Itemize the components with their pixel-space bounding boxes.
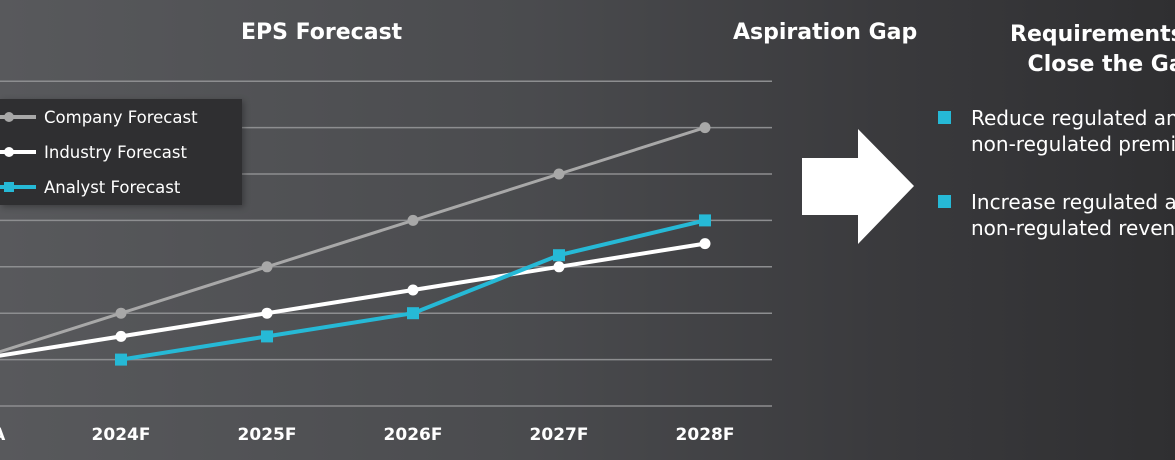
chart-title: EPS Forecast [241, 20, 403, 45]
requirements-title: Requirements to Close the Gap [1010, 20, 1175, 80]
x-tick-label: 2026F [384, 425, 443, 445]
legend-label: Company Forecast [44, 107, 198, 127]
requirement-bullet: Increase regulated and non-regulated rev… [938, 189, 1175, 241]
legend-label: Industry Forecast [44, 142, 187, 162]
data-point [115, 307, 127, 319]
requirements-title-line2: Close the Gap [1027, 52, 1175, 77]
x-tick-label: 2025F [238, 425, 297, 445]
legend-swatch-industry [0, 147, 36, 157]
data-point [407, 284, 419, 296]
data-point [699, 214, 711, 227]
data-point [115, 330, 127, 342]
eps-chart: 2023A 2024F 2025F 2026F 2027F 2028F [0, 80, 772, 445]
bullet-square-icon [938, 195, 951, 208]
series-line-1 [0, 241, 706, 358]
aspiration-gap-title: Aspiration Gap [733, 20, 918, 45]
legend-item-analyst: Analyst Forecast [0, 172, 180, 202]
data-point [407, 214, 419, 226]
bullet-line: non-regulated revenue [971, 216, 1175, 240]
requirements-title-line1: Requirements to [1010, 22, 1175, 47]
x-tick-label: 2023A [0, 425, 6, 445]
data-point [553, 168, 565, 180]
legend-item-industry: Industry Forecast [0, 137, 187, 167]
x-tick-label: 2024F [92, 425, 151, 445]
arrow-right-icon [802, 129, 914, 244]
bullet-square-icon [938, 111, 951, 124]
chart-legend: Company Forecast Industry Forecast Analy… [0, 99, 242, 205]
bullet-line: Increase regulated and [971, 190, 1175, 214]
legend-item-company: Company Forecast [0, 102, 198, 132]
data-point [115, 353, 127, 366]
data-point [261, 330, 273, 343]
data-point [553, 249, 565, 262]
data-point [261, 261, 273, 273]
data-point [407, 307, 419, 320]
bullet-line: Reduce regulated and [971, 106, 1175, 130]
legend-swatch-company [0, 112, 36, 122]
data-point [553, 261, 565, 273]
x-tick-label: 2028F [676, 425, 735, 445]
series-line-0 [0, 126, 706, 354]
x-tick-label: 2027F [530, 425, 589, 445]
legend-label: Analyst Forecast [44, 177, 181, 197]
data-point [261, 307, 273, 319]
data-point [699, 122, 711, 134]
bullet-line: non-regulated premiums [971, 132, 1175, 156]
requirement-bullet: Reduce regulated and non-regulated premi… [938, 105, 1175, 157]
legend-swatch-analyst [0, 182, 36, 192]
data-point [699, 238, 711, 250]
